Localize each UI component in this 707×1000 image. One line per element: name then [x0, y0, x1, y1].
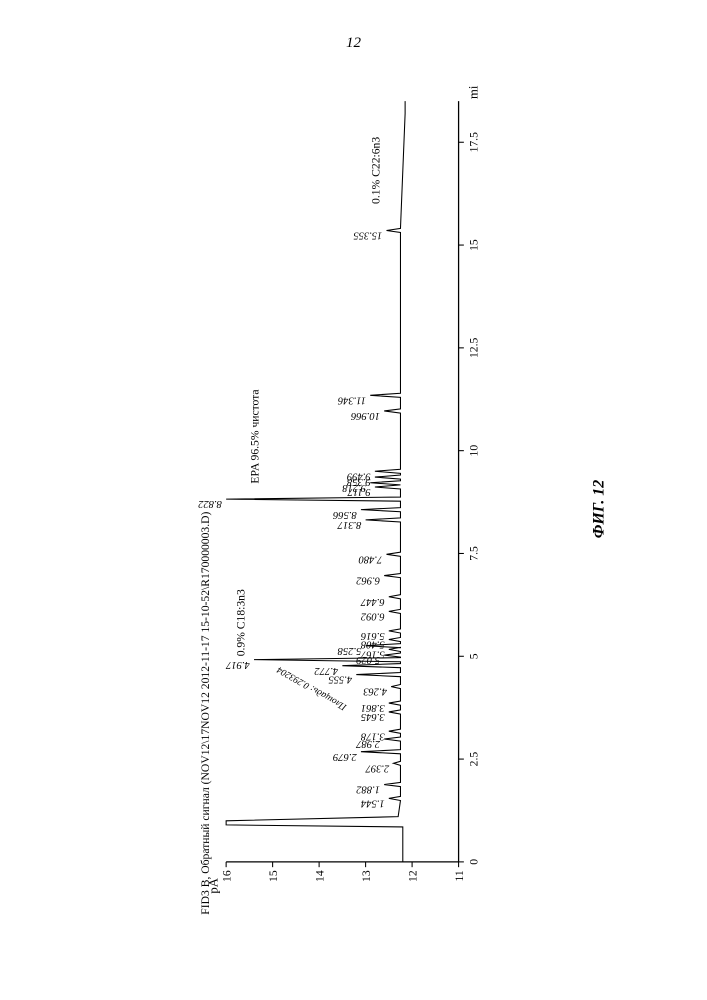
- chromatogram-figure: 111213141516pA02.557.51012.51517.5miFID3…: [120, 80, 570, 920]
- svg-text:2.397: 2.397: [365, 762, 389, 773]
- svg-text:4.772: 4.772: [314, 665, 338, 676]
- svg-text:10.966: 10.966: [350, 410, 380, 421]
- svg-text:3.178: 3.178: [360, 730, 385, 741]
- svg-text:15.355: 15.355: [353, 230, 382, 241]
- chromatogram-svg: 111213141516pA02.557.51012.51517.5miFID3…: [120, 80, 570, 920]
- svg-text:8.317: 8.317: [337, 519, 361, 530]
- svg-text:3.861: 3.861: [361, 702, 386, 713]
- page-number: 12: [0, 35, 707, 52]
- svg-text:14: 14: [313, 870, 326, 882]
- svg-text:0.9% C18:3n3: 0.9% C18:3n3: [235, 589, 248, 656]
- svg-text:7.480: 7.480: [358, 553, 382, 564]
- svg-text:15: 15: [267, 870, 280, 882]
- svg-text:5.616: 5.616: [360, 630, 384, 641]
- svg-text:Площадь: 0.293204: Площадь: 0.293204: [275, 664, 349, 713]
- svg-text:15: 15: [468, 239, 481, 251]
- svg-text:4.263: 4.263: [363, 686, 387, 697]
- svg-text:8.822: 8.822: [197, 498, 221, 509]
- svg-text:17.5: 17.5: [468, 132, 481, 153]
- figure-caption: ФИГ. 12: [590, 480, 608, 539]
- svg-text:12: 12: [406, 870, 419, 882]
- svg-text:5: 5: [468, 653, 481, 659]
- svg-text:11.346: 11.346: [337, 394, 366, 405]
- svg-text:4.917: 4.917: [225, 659, 249, 670]
- svg-text:16: 16: [220, 870, 233, 882]
- svg-text:11: 11: [453, 870, 466, 881]
- svg-text:12.5: 12.5: [468, 338, 481, 359]
- svg-text:13: 13: [360, 870, 373, 882]
- svg-text:5.167: 5.167: [360, 649, 384, 660]
- svg-text:7.5: 7.5: [468, 546, 481, 561]
- svg-text:1.544: 1.544: [360, 798, 384, 809]
- svg-text:0.1% C22:6n3: 0.1% C22:6n3: [370, 137, 383, 204]
- svg-text:FID3 B, Обратный сигнал (NOV12: FID3 B, Обратный сигнал (NOV12\17NOV12 2…: [199, 511, 212, 914]
- svg-text:0: 0: [468, 859, 481, 865]
- svg-text:1.882: 1.882: [356, 784, 380, 795]
- svg-text:mi: mi: [467, 85, 481, 99]
- svg-text:6.447: 6.447: [360, 596, 384, 607]
- svg-text:10: 10: [468, 445, 481, 457]
- svg-text:6.962: 6.962: [356, 575, 380, 586]
- svg-text:5.258: 5.258: [337, 645, 361, 656]
- svg-text:2.5: 2.5: [468, 752, 481, 767]
- svg-text:8.566: 8.566: [332, 509, 356, 520]
- svg-text:9.499: 9.499: [346, 470, 370, 481]
- svg-text:2.679: 2.679: [332, 751, 356, 762]
- svg-text:6.092: 6.092: [360, 610, 384, 621]
- svg-text:EPA 96.5% чистота: EPA 96.5% чистота: [249, 389, 262, 483]
